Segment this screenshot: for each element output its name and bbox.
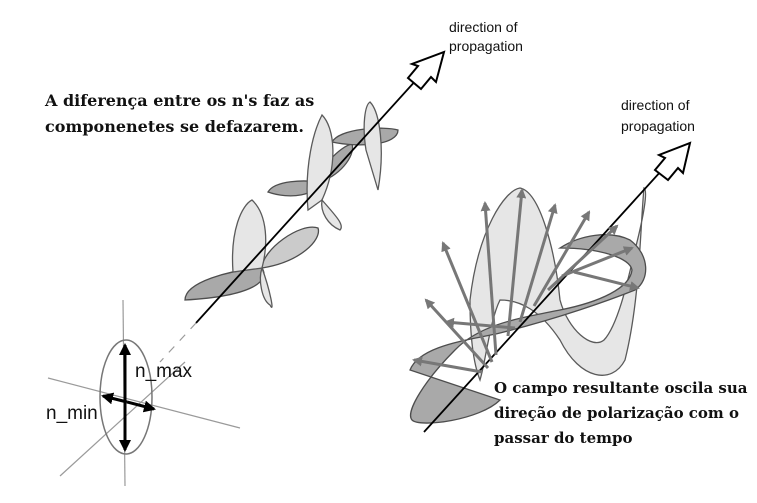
right-propagation-axis	[423, 169, 663, 433]
right-propagation-arrow-icon	[653, 141, 692, 182]
left-figure: direction of propagation n_max n_min	[46, 19, 523, 487]
left-propagation-arrow-icon	[406, 50, 446, 91]
right-caption: O campo resultante oscila sua direção de…	[494, 376, 747, 451]
resultant-field-vectors	[412, 188, 640, 374]
right-caption-line1: O campo resultante oscila sua	[494, 379, 748, 397]
right-figure: direction of propagation	[409, 97, 695, 433]
left-caption: A diferença entre os n's faz as componen…	[45, 88, 314, 140]
n-max-label: n_max	[135, 361, 193, 382]
left-caption-line2: componenetes se defazarem.	[45, 117, 304, 136]
index-ellipsoid	[47, 299, 241, 487]
left-axis-dashed-extension	[159, 322, 197, 363]
left-direction-label-line1: direction of	[449, 19, 518, 35]
right-caption-line3: passar do tempo	[494, 429, 633, 447]
n-min-label: n_min	[46, 403, 98, 424]
left-horizontal-wave	[184, 127, 399, 301]
left-direction-label-line2: propagation	[449, 38, 523, 54]
right-caption-line2: direção de polarização com o	[494, 404, 740, 422]
left-propagation-axis	[195, 77, 419, 324]
left-caption-line1: A diferença entre os n's faz as	[45, 91, 315, 110]
n-min-arrow	[126, 400, 156, 413]
right-direction-label-line1: direction of	[621, 97, 690, 113]
right-direction-label-line2: propagation	[621, 118, 695, 134]
